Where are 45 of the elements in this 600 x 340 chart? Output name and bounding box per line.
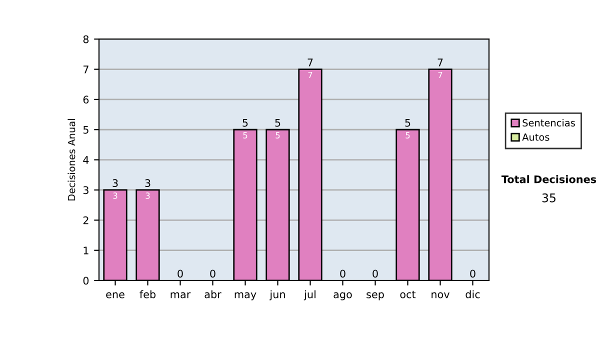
text: Total Decisiones (501, 175, 596, 184)
total-label: 0 (210, 270, 216, 278)
x-tick-label: mar (170, 292, 191, 298)
y-tick-label: 1 (84, 246, 88, 254)
total-label: 5 (405, 118, 410, 127)
legend-label: Sentencias (522, 118, 575, 127)
x-tick-label: abr (204, 290, 222, 298)
y-tick-label: 8 (83, 35, 89, 44)
y-tick-label: 0 (83, 276, 89, 285)
data-label: 5 (243, 132, 248, 138)
total-label: 0 (178, 270, 183, 278)
data-label: 7 (308, 72, 312, 78)
data-label: 5 (406, 132, 410, 138)
data-label: 7 (438, 72, 442, 78)
x-tick-label: may (234, 292, 256, 300)
x-tick-label: ago (334, 292, 352, 300)
x-tick-label: oct (400, 290, 416, 298)
x-tick-label: feb (140, 290, 156, 298)
x-tick-label: jun (270, 290, 285, 300)
data-label: 5 (276, 132, 280, 138)
data-label: 3 (146, 192, 150, 199)
data-label: 3 (113, 192, 118, 199)
x-tick-label: sep (366, 292, 384, 300)
x-tick-label: dic (466, 290, 480, 298)
y-tick-label: 3 (83, 186, 88, 194)
total-label: 5 (242, 118, 248, 127)
y-tick-label: 6 (83, 96, 89, 104)
x-tick-label: ene (106, 292, 124, 298)
y-tick-label: 5 (83, 126, 88, 134)
total-label: 0 (340, 270, 346, 278)
total-label: 7 (438, 58, 443, 66)
total-label: 0 (470, 270, 476, 278)
y-axis-title: Decisiones Anual (68, 119, 76, 200)
total-label: 5 (275, 118, 280, 127)
total-label: 7 (308, 58, 313, 66)
x-tick-label: jul (304, 290, 316, 300)
legend-label: Autos (522, 134, 550, 141)
x-tick-label: nov (432, 292, 450, 298)
y-tick-label: 7 (84, 66, 88, 74)
total-label: 3 (112, 179, 118, 188)
total-label: 0 (372, 270, 378, 278)
total-label: 3 (145, 179, 150, 188)
text: 35 (542, 193, 556, 202)
y-tick-label: 2 (83, 216, 88, 224)
y-tick-label: 4 (83, 156, 89, 164)
